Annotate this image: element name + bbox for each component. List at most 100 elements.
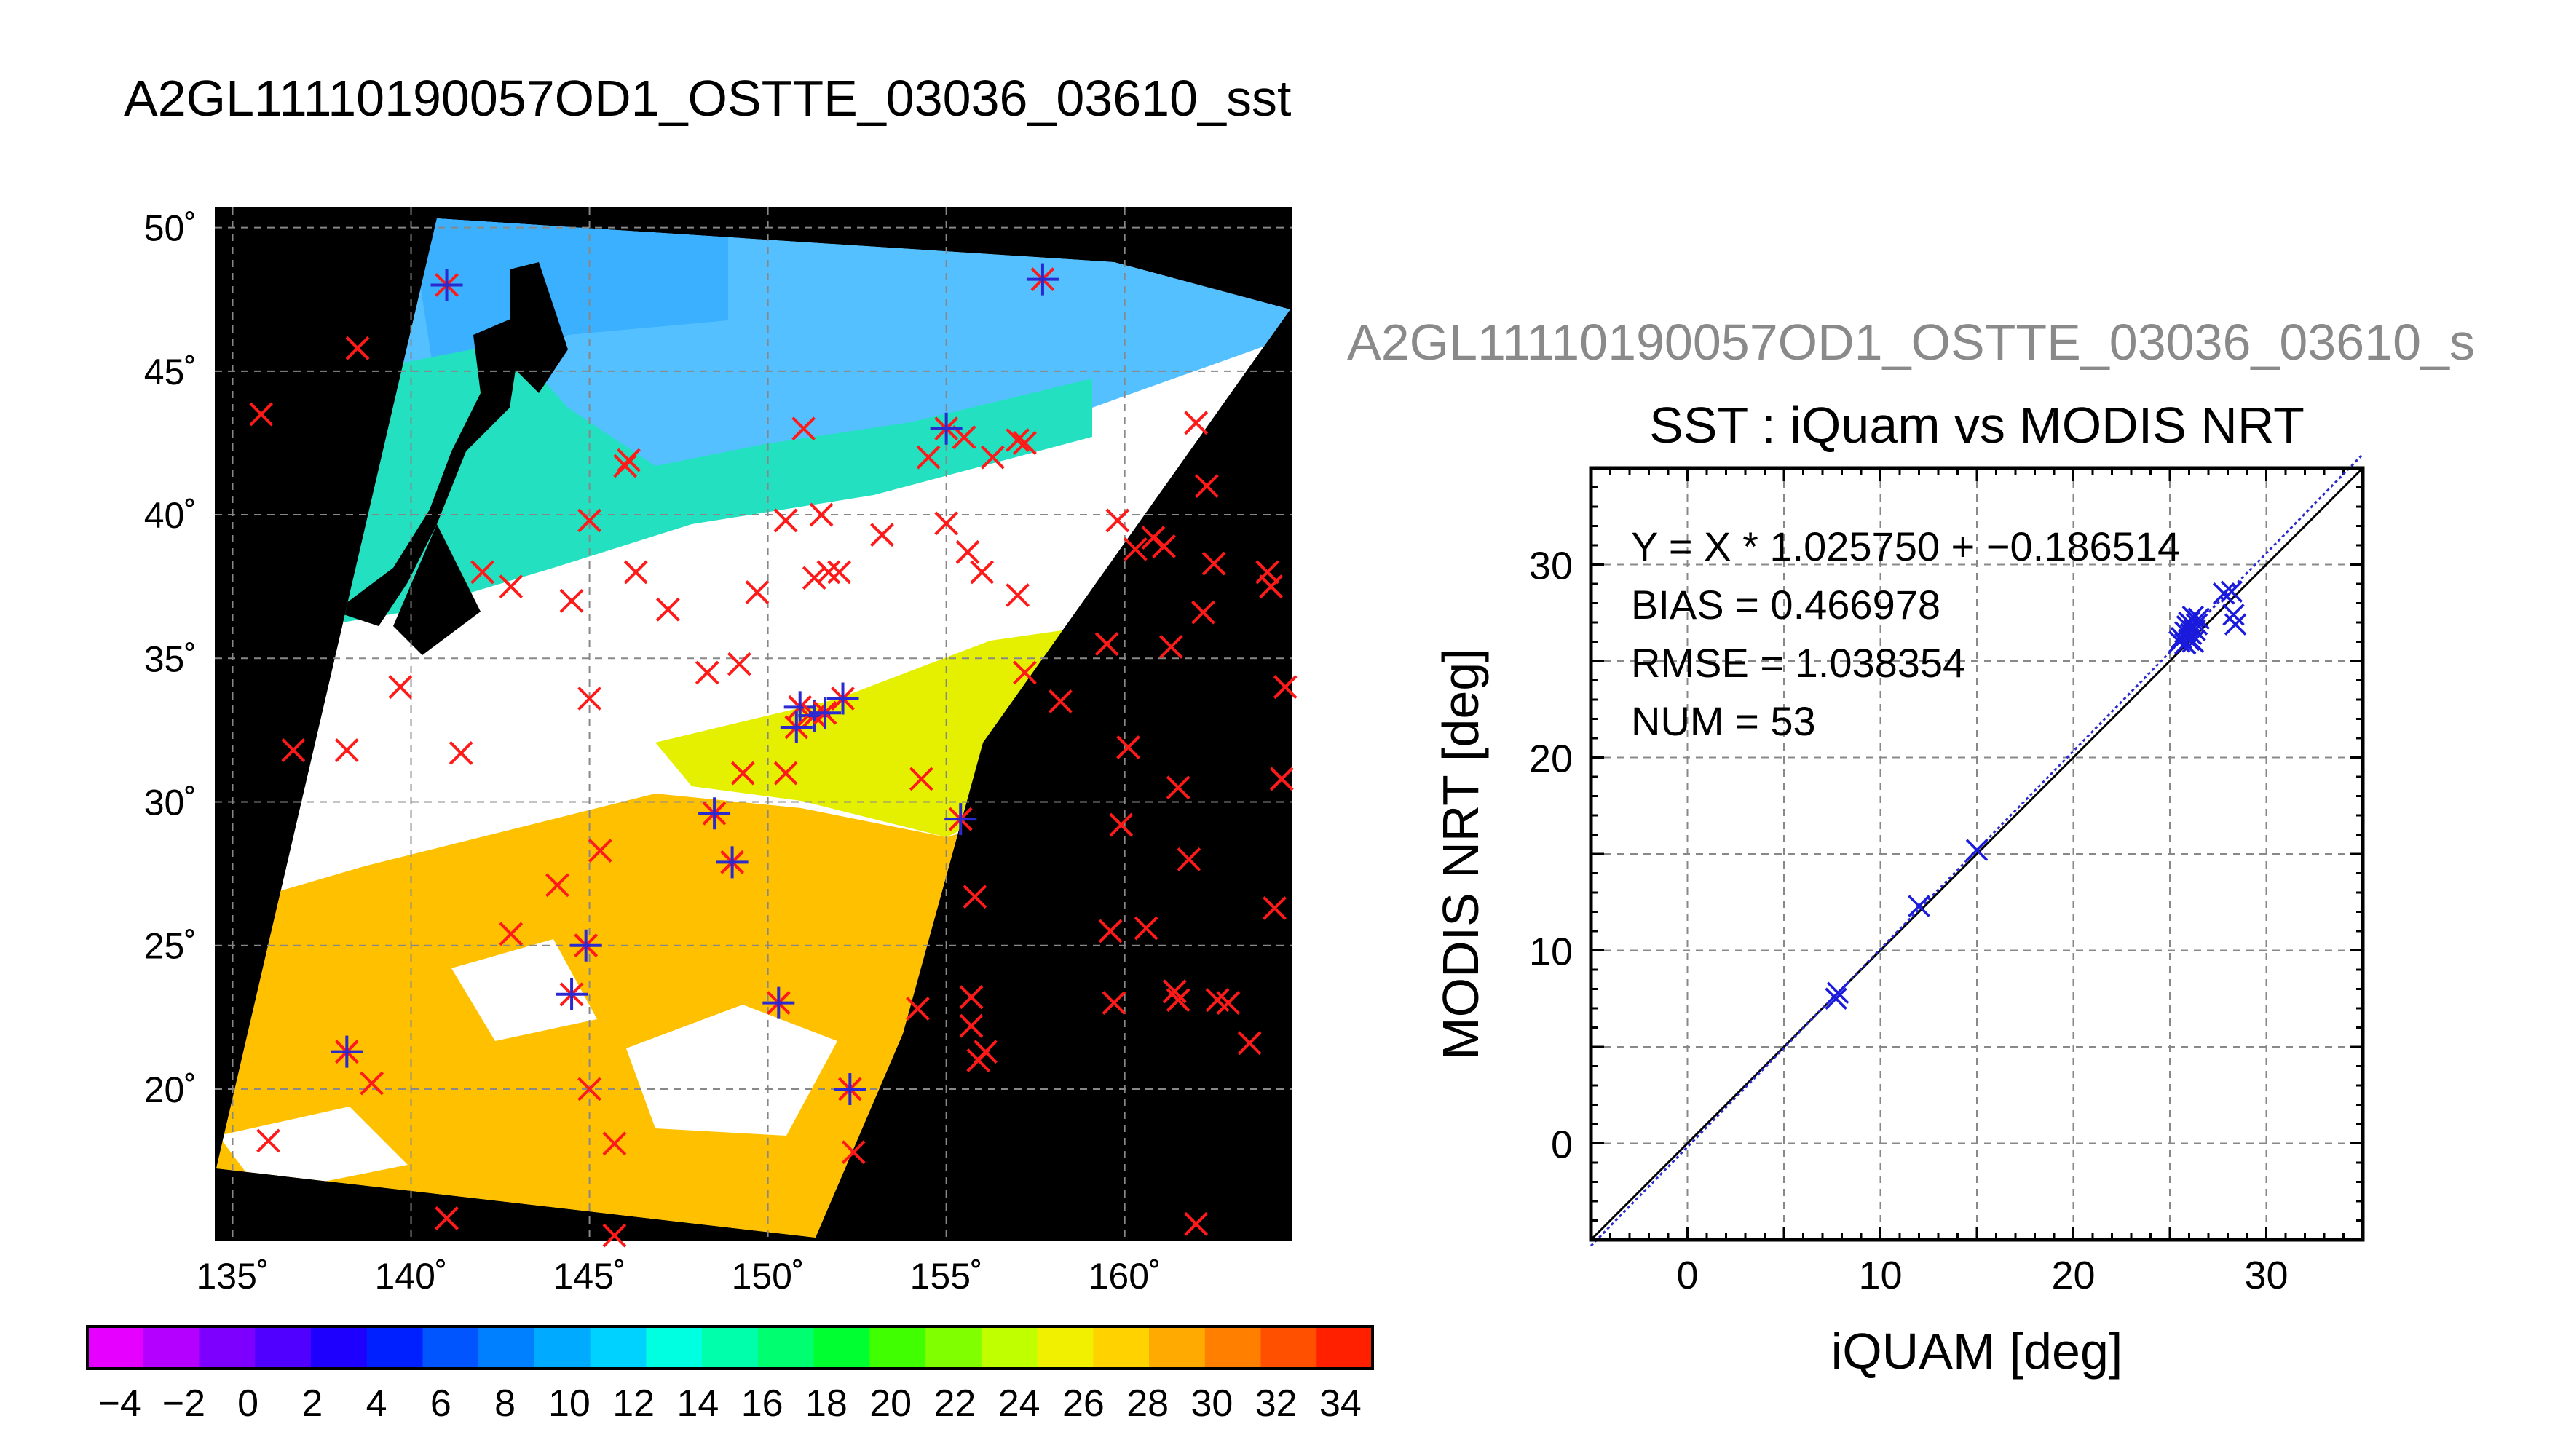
scatter-point [2220, 580, 2243, 603]
map-match-marker [1105, 508, 1130, 533]
scatter-file-title: A2GL11110190057OD1_OSTTE_03036_03610_s [1347, 314, 2475, 371]
map-lat-tick-label: 20˚ [144, 1069, 197, 1110]
map-match-marker [1102, 991, 1126, 1016]
map-match-marker [870, 523, 894, 547]
colorbar-tick-label: 30 [1190, 1382, 1233, 1425]
sst-swath [216, 218, 1290, 1238]
map-match-marker [470, 560, 494, 585]
map-lon-tick-label: 135˚ [196, 1256, 269, 1297]
scatter-point [1826, 981, 1849, 1005]
colorbar-tick-label: 20 [869, 1382, 912, 1425]
colorbar-tick-label: −4 [98, 1382, 141, 1425]
map-match-marker [1109, 812, 1134, 837]
scatter-point [1908, 895, 1930, 917]
scatter-x-tick-label: 30 [2244, 1254, 2288, 1297]
colorbar-tick-label: 12 [612, 1382, 655, 1425]
scatter-point [2222, 604, 2245, 626]
map-match-marker [577, 1077, 601, 1101]
map-match-marker [388, 675, 413, 700]
scatter-plot: 0 10 20 30 0 10 20 30 SST : iQuam vs MODIS NRT iQ… [1432, 397, 2365, 1380]
scatter-point [2224, 613, 2247, 636]
map-match-marker [1152, 534, 1176, 558]
map-match-marker [602, 1223, 627, 1248]
colorbar-segment [366, 1326, 423, 1369]
colorbar-segment [702, 1326, 759, 1369]
colorbar-segment [422, 1326, 479, 1369]
map-match-marker [773, 508, 798, 533]
map-lat-tick-label: 45˚ [144, 352, 197, 392]
map-match-marker [695, 660, 719, 685]
map-match-marker [959, 985, 984, 1010]
map-match-marker [1269, 767, 1294, 791]
sst-map: 135˚ 140˚ 145˚ 150˚ 155˚ 160˚ 50˚ 45˚ 40˚ 35˚ 30˚ 2… [144, 207, 1298, 1297]
map-match-marker [545, 873, 569, 898]
colorbar-tick-label: 14 [676, 1382, 719, 1425]
scatter-points [1825, 580, 2247, 1010]
colorbar-segment [1204, 1326, 1262, 1369]
colorbar-segment [646, 1326, 703, 1369]
map-match-marker [435, 1206, 459, 1230]
map-match-marker [1094, 632, 1119, 656]
map-match-marker [980, 445, 1005, 470]
scatter-annotation: BIAS = 0.466978 [1631, 582, 1940, 628]
map-match-marker [345, 336, 370, 360]
map-match-marker [1098, 919, 1123, 943]
map-lat-tick-label: 30˚ [144, 783, 197, 823]
map-match-marker [1166, 988, 1190, 1013]
map-match-marker [802, 566, 826, 590]
map-match-marker [959, 1013, 984, 1038]
map-match-marker [1013, 660, 1037, 685]
map-match-marker [841, 1140, 866, 1165]
colorbar: −4 −2 0 2 4 6 8 10 12 14 16 18 20 22 24 26 28 30 32 34 [86, 1325, 1374, 1425]
map-match-marker [1255, 560, 1280, 585]
map-match-marker [1273, 675, 1298, 700]
map-match-marker [256, 1128, 280, 1153]
colorbar-tick-label: 26 [1062, 1382, 1105, 1425]
scatter-point [1965, 839, 1989, 861]
map-match-marker [1194, 474, 1219, 499]
colorbar-frame [86, 1325, 1374, 1370]
match-points [249, 263, 1298, 1248]
map-match-marker [334, 738, 359, 762]
colorbar-segment [143, 1326, 200, 1369]
scatter-y-tick-label: 30 [1529, 545, 1573, 588]
cloud-patch-2 [626, 1005, 837, 1136]
cloud-patch-1 [218, 1107, 408, 1194]
scatter-annotation: RMSE = 1.038354 [1631, 640, 1965, 686]
map-match-marker [499, 922, 524, 946]
map-match-marker [281, 738, 306, 762]
colorbar-tick-label: 10 [548, 1382, 591, 1425]
sst-region-subtropical [216, 794, 1019, 1238]
colorbar-segment [590, 1326, 647, 1369]
map-match-marker [963, 885, 987, 909]
colorbar-segment [813, 1326, 870, 1369]
colorbar-segment [1316, 1326, 1373, 1369]
map-match-marker [613, 454, 637, 478]
map-match-marker [1259, 574, 1284, 599]
map-match-marker [1123, 537, 1148, 561]
map-match-marker [1006, 583, 1030, 607]
map-match-marker [577, 508, 601, 533]
map-match-marker [617, 448, 641, 472]
map-match-marker [1216, 991, 1241, 1016]
map-lon-tick-label: 150˚ [732, 1256, 805, 1297]
main-title: A2GL11110190057OD1_OSTTE_03036_03610_sst [124, 70, 1292, 127]
map-match-marker [449, 741, 473, 765]
colorbar-segment [1260, 1326, 1317, 1369]
map-match-marker [1237, 1031, 1262, 1056]
map-match-marker [906, 997, 930, 1021]
colorbar-segment [1037, 1326, 1094, 1369]
colorbar-segment [925, 1326, 982, 1369]
map-lat-tick-label: 40˚ [144, 495, 197, 536]
map-match-marker [1184, 1211, 1209, 1236]
sst-region-japan-sea [320, 342, 1092, 626]
map-match-marker [623, 560, 648, 585]
colorbar-tick-label: 4 [366, 1382, 387, 1425]
map-match-marker [1134, 916, 1158, 941]
colorbar-segment [87, 1326, 144, 1369]
colorbar-tick-label: 0 [237, 1382, 258, 1425]
map-match-marker [809, 502, 834, 527]
colorbar-tick-label: 6 [430, 1382, 451, 1425]
colorbar-segment [1149, 1326, 1206, 1369]
